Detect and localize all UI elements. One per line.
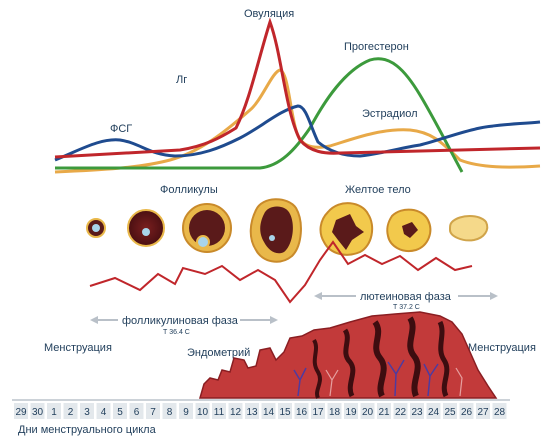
day-label: 27 [477, 407, 489, 418]
day-box [195, 403, 210, 419]
day-label: 9 [183, 407, 189, 418]
day-label: 8 [167, 407, 173, 418]
luteal-temp-label: Т 37.2 С [393, 304, 420, 311]
day-box [393, 403, 408, 419]
day-label: 15 [279, 407, 291, 418]
day-label: 23 [411, 407, 423, 418]
day-box [228, 403, 243, 419]
day-label: 29 [15, 407, 27, 418]
luteal-phase-label: лютеиновая фаза [360, 291, 452, 303]
progesterone-label: Прогестерон [344, 41, 409, 53]
day-label: 19 [345, 407, 357, 418]
follicular-temp-label: Т 36.4 С [163, 329, 190, 336]
day-labels: 29 30 1 2 3 4 5 6 7 8 9 10 11 12 13 14 15 16 17 18 19 20 21 22 2… [14, 403, 507, 419]
day-label: 1 [51, 407, 57, 418]
corpus-luteum-stage-3 [448, 215, 489, 242]
day-box [261, 403, 276, 419]
day-label: 6 [134, 407, 140, 418]
day-box [245, 403, 259, 419]
day-box [294, 403, 309, 419]
day-box [80, 403, 94, 419]
day-box [344, 403, 358, 419]
day-box [30, 403, 45, 419]
day-box [410, 403, 424, 419]
day-box [278, 403, 292, 419]
fsh-label: ФСГ [110, 123, 132, 135]
temperature-line [89, 240, 473, 304]
endometrium-layer [199, 311, 498, 399]
day-label: 30 [32, 407, 44, 418]
follicle-stage-1 [86, 218, 106, 238]
hormone-curves [54, 17, 541, 174]
menstruation-left-label: Менструация [44, 342, 112, 354]
day-box [113, 403, 127, 419]
axis-title: Дни менструального цикла [18, 424, 157, 436]
estradiol-label: Эстрадиол [362, 108, 418, 120]
day-box [377, 403, 391, 419]
day-box [360, 403, 375, 419]
day-box [47, 403, 61, 419]
follicle-stage-4 [249, 198, 302, 263]
day-label: 7 [150, 407, 156, 418]
day-label: 16 [296, 407, 308, 418]
day-label: 12 [230, 407, 242, 418]
follicular-phase-arrow [90, 316, 278, 324]
day-label: 22 [395, 407, 407, 418]
lh-curve [54, 17, 541, 159]
day-box [212, 403, 226, 419]
follicles-label: Фолликулы [160, 184, 218, 196]
day-box [146, 403, 160, 419]
day-box [426, 403, 441, 419]
day-box [492, 403, 507, 419]
day-box [476, 403, 490, 419]
estradiol-curve [54, 68, 541, 174]
ovulation-label: Овуляция [244, 8, 294, 20]
follicular-phase-label: фолликулиновая фаза [122, 315, 239, 327]
day-label: 14 [263, 407, 275, 418]
progesterone-curve [55, 57, 464, 173]
follicle-stage-3 [182, 203, 232, 253]
day-label: 21 [378, 407, 390, 418]
day-label: 17 [312, 407, 324, 418]
follicle-stage-2 [127, 209, 165, 247]
day-box [443, 403, 457, 419]
fsh-curve [54, 104, 541, 162]
day-label: 24 [428, 407, 440, 418]
day-box [63, 403, 78, 419]
day-box [311, 403, 325, 419]
day-box [96, 403, 111, 419]
day-label: 13 [246, 407, 258, 418]
day-label: 5 [117, 407, 123, 418]
day-box [459, 403, 474, 419]
day-box [327, 403, 342, 419]
day-label: 10 [197, 407, 209, 418]
endometrium-label: Эндометрий [187, 347, 250, 359]
day-box [179, 403, 193, 419]
day-box [129, 403, 144, 419]
day-label: 26 [461, 407, 473, 418]
follicle-stages [86, 198, 489, 263]
day-box [162, 403, 177, 419]
day-label: 11 [214, 407, 225, 418]
day-label: 4 [101, 407, 107, 418]
day-label: 2 [68, 407, 74, 418]
luteal-phase-arrow [314, 292, 498, 300]
day-label: 25 [444, 407, 456, 418]
day-label: 3 [84, 407, 90, 418]
corpus-luteum-label: Желтое тело [345, 184, 411, 196]
day-box [14, 403, 28, 419]
day-label: 20 [362, 407, 374, 418]
menstruation-right-label: Менструация [468, 342, 536, 354]
day-axis: 29 30 1 2 3 4 5 6 7 8 9 10 11 12 13 14 15 16 17 18 19 20 21 22 2… [12, 399, 510, 419]
day-label: 18 [329, 407, 341, 418]
lh-label: Лг [176, 74, 187, 86]
corpus-luteum-stage-2 [386, 208, 432, 252]
day-label: 28 [494, 407, 506, 418]
